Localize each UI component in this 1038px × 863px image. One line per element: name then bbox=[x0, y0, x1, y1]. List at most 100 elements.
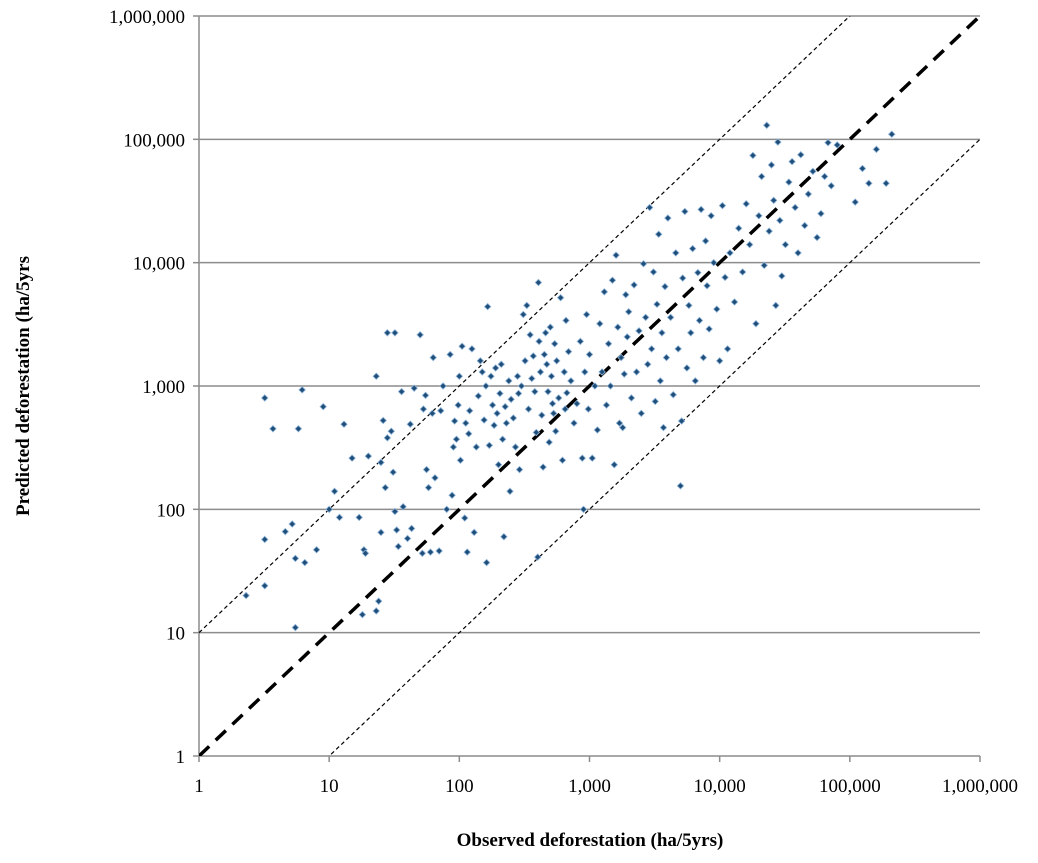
data-point bbox=[606, 382, 615, 390]
data-point bbox=[269, 425, 277, 433]
data-point bbox=[534, 278, 543, 287]
data-point bbox=[494, 460, 503, 469]
data-point bbox=[614, 323, 622, 331]
data-point bbox=[377, 528, 385, 537]
data-point bbox=[476, 357, 485, 365]
data-point bbox=[543, 360, 551, 369]
data-point bbox=[547, 372, 556, 380]
data-point bbox=[618, 423, 627, 432]
data-point bbox=[509, 414, 518, 422]
data-point bbox=[389, 468, 397, 476]
data-point bbox=[556, 293, 565, 302]
data-point bbox=[582, 310, 591, 319]
data-point bbox=[535, 337, 543, 346]
data-point bbox=[403, 534, 412, 543]
data-point bbox=[872, 145, 881, 154]
data-point bbox=[562, 316, 570, 325]
data-point bbox=[651, 397, 660, 406]
data-point bbox=[730, 298, 739, 306]
data-point bbox=[760, 261, 769, 270]
data-point bbox=[497, 360, 506, 369]
data-point bbox=[567, 377, 575, 385]
data-point bbox=[683, 364, 691, 372]
data-point bbox=[348, 454, 356, 462]
data-point bbox=[439, 382, 447, 390]
data-point bbox=[491, 364, 500, 372]
x-axis-title: Observed deforestation (ha/5yrs) bbox=[457, 830, 724, 851]
data-point bbox=[687, 329, 695, 337]
data-point bbox=[381, 483, 390, 492]
data-point bbox=[485, 441, 494, 450]
data-point bbox=[672, 249, 680, 257]
data-point bbox=[517, 382, 526, 390]
factor-ten-line bbox=[199, 16, 851, 634]
data-point bbox=[460, 514, 469, 522]
data-point bbox=[563, 389, 571, 397]
data-point bbox=[788, 157, 796, 166]
data-point bbox=[480, 416, 488, 424]
x-tick-label: 100 bbox=[445, 776, 474, 797]
data-point bbox=[364, 452, 373, 460]
data-point bbox=[355, 513, 363, 522]
data-point bbox=[659, 423, 668, 432]
data-point bbox=[635, 327, 643, 335]
data-point bbox=[776, 216, 784, 225]
data-point bbox=[538, 411, 546, 419]
data-point bbox=[772, 301, 780, 310]
data-point bbox=[482, 558, 491, 567]
data-point bbox=[397, 387, 406, 396]
data-point bbox=[669, 390, 678, 399]
data-point bbox=[707, 212, 715, 220]
data-point bbox=[330, 487, 339, 496]
data-point bbox=[800, 221, 809, 230]
data-point bbox=[539, 463, 547, 471]
data-point bbox=[745, 240, 754, 249]
data-point bbox=[424, 483, 433, 492]
data-point bbox=[301, 558, 309, 567]
data-point bbox=[468, 345, 476, 353]
data-point bbox=[496, 389, 504, 398]
data-point bbox=[507, 395, 515, 404]
data-point bbox=[533, 553, 542, 561]
data-point bbox=[483, 302, 492, 311]
data-point bbox=[585, 350, 594, 359]
data-point bbox=[598, 368, 606, 376]
data-point bbox=[391, 507, 399, 516]
data-point bbox=[449, 443, 458, 451]
data-point bbox=[500, 532, 508, 541]
data-point bbox=[813, 233, 821, 242]
data-point bbox=[260, 582, 269, 590]
data-point bbox=[769, 196, 778, 205]
data-point bbox=[674, 345, 682, 353]
data-point bbox=[632, 368, 641, 376]
data-point bbox=[340, 420, 348, 428]
tick-labels: 1 10 100 1,000 10,000 100,000 1,000,000 1 10 100 1… bbox=[109, 7, 1018, 797]
data-point bbox=[664, 214, 672, 222]
data-point bbox=[374, 597, 383, 605]
data-point bbox=[372, 372, 381, 380]
data-point bbox=[298, 386, 306, 394]
data-point bbox=[540, 350, 549, 359]
data-point bbox=[358, 610, 367, 619]
data-point bbox=[608, 276, 617, 285]
data-point bbox=[431, 474, 439, 482]
data-point bbox=[498, 435, 507, 444]
data-point bbox=[774, 138, 782, 146]
data-point bbox=[691, 377, 700, 385]
data-point bbox=[591, 382, 599, 390]
horizontal-gridlines bbox=[199, 15, 980, 634]
data-point bbox=[703, 281, 711, 290]
data-point bbox=[524, 405, 533, 413]
data-point bbox=[620, 370, 629, 378]
data-point bbox=[688, 244, 697, 253]
data-point bbox=[622, 290, 630, 299]
data-point bbox=[573, 399, 581, 408]
data-point bbox=[461, 419, 470, 427]
data-point bbox=[685, 301, 693, 310]
data-point bbox=[718, 201, 727, 210]
data-point bbox=[699, 353, 708, 362]
data-point bbox=[446, 350, 454, 359]
x-tick-label: 1,000,000 bbox=[942, 776, 1018, 797]
x-tick-label: 1 bbox=[194, 776, 204, 797]
data-point bbox=[604, 340, 613, 348]
